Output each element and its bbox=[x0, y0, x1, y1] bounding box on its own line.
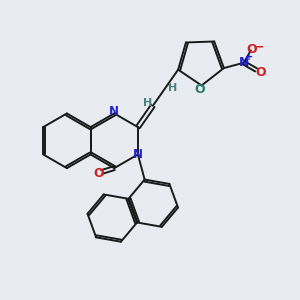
Text: −: − bbox=[254, 41, 264, 54]
Text: H: H bbox=[168, 82, 178, 92]
Text: O: O bbox=[94, 167, 104, 180]
Text: +: + bbox=[245, 52, 253, 62]
Text: O: O bbox=[195, 83, 206, 96]
Text: N: N bbox=[109, 106, 119, 118]
Text: N: N bbox=[238, 56, 249, 69]
Text: N: N bbox=[133, 148, 143, 161]
Text: O: O bbox=[255, 66, 266, 80]
Text: O: O bbox=[246, 43, 257, 56]
Text: H: H bbox=[143, 98, 152, 109]
